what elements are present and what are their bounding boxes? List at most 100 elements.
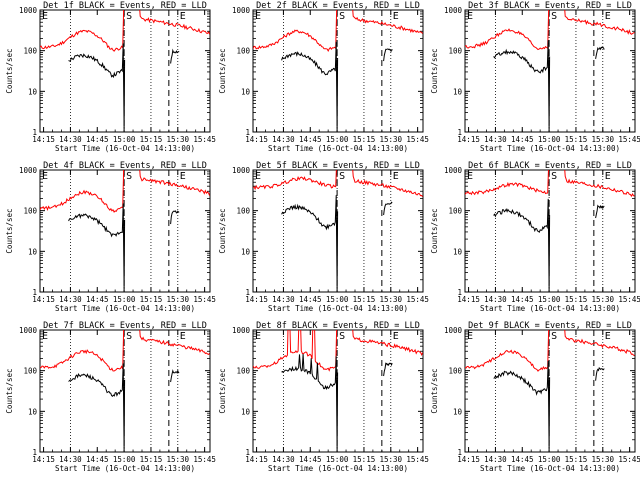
- x-tick-label: 14:15: [245, 295, 268, 304]
- time-marker-label: E: [393, 331, 399, 342]
- y-tick-label: 10: [453, 87, 463, 96]
- chart-panel-2: Det 2f BLACK = Events, RED = LLD Counts/s…: [218, 1, 429, 153]
- y-axis-label: Counts/sec: [5, 208, 14, 253]
- events-series-line: [493, 40, 551, 129]
- lld-series-line: [465, 170, 549, 196]
- y-tick-label: 1: [245, 288, 250, 297]
- y-tick-label: 100: [448, 207, 462, 216]
- chart-panel-4: Det 4f BLACK = Events, RED = LLD Counts/s…: [5, 161, 216, 313]
- y-axis-label: Counts/sec: [430, 368, 439, 413]
- x-axis-label: Start Time (16-Oct-04 14:13:00): [480, 144, 620, 153]
- x-tick-label: 14:15: [32, 295, 55, 304]
- x-tick-label: 15:00: [538, 455, 561, 464]
- x-tick-label: 15:30: [380, 295, 403, 304]
- y-tick-label: 1: [457, 128, 462, 137]
- y-tick-label: 10: [241, 87, 251, 96]
- chart-panel-6: Det 6f BLACK = Events, RED = LLD Counts/s…: [430, 161, 640, 313]
- chart-title: Det 4f BLACK = Events, RED = LLD: [43, 161, 207, 171]
- time-marker-label: S: [126, 171, 132, 182]
- y-tick-label: 10: [453, 407, 463, 416]
- y-axis-label: Counts/sec: [218, 208, 227, 253]
- plot-frame: [39, 9, 211, 133]
- y-tick-label: 10: [28, 407, 38, 416]
- time-marker-label: E: [255, 11, 261, 22]
- x-tick-label: 14:45: [86, 455, 109, 464]
- x-tick-label: 15:15: [353, 135, 376, 144]
- x-tick-label: 14:45: [86, 295, 109, 304]
- lld-series-line: [465, 10, 550, 51]
- lld-series-line: [139, 330, 210, 355]
- x-axis-label: Start Time (16-Oct-04 14:13:00): [268, 464, 408, 473]
- events-series-line: [68, 43, 126, 129]
- x-tick-label: 15:45: [406, 135, 429, 144]
- events-series-line: [281, 353, 339, 449]
- x-tick-label: 15:15: [565, 455, 588, 464]
- x-tick-label: 15:15: [140, 295, 163, 304]
- y-tick-label: 1000: [232, 326, 251, 335]
- time-marker-label: E: [180, 11, 186, 22]
- x-tick-label: 15:00: [113, 135, 136, 144]
- time-marker-label: E: [42, 171, 48, 182]
- y-tick-label: 1: [245, 128, 250, 137]
- x-tick-label: 14:45: [86, 135, 109, 144]
- x-tick-label: 15:15: [565, 135, 588, 144]
- x-tick-label: 14:45: [511, 135, 534, 144]
- events-series-line: [595, 366, 605, 381]
- x-axis-label: Start Time (16-Oct-04 14:13:00): [268, 144, 408, 153]
- y-tick-label: 1000: [444, 326, 463, 335]
- y-tick-label: 1000: [232, 166, 251, 175]
- time-marker-label: S: [339, 11, 345, 22]
- x-tick-label: 15:45: [406, 295, 429, 304]
- y-axis-label: Counts/sec: [430, 208, 439, 253]
- time-marker-label: E: [393, 171, 399, 182]
- y-tick-label: 100: [236, 207, 250, 216]
- y-tick-label: 1000: [19, 166, 38, 175]
- y-tick-label: 1000: [19, 6, 38, 15]
- x-tick-label: 14:30: [272, 455, 295, 464]
- y-tick-label: 10: [28, 87, 38, 96]
- x-axis-label: Start Time (16-Oct-04 14:13:00): [480, 304, 620, 313]
- x-tick-label: 14:30: [484, 455, 507, 464]
- lld-series-line: [139, 10, 210, 35]
- y-tick-label: 1000: [444, 166, 463, 175]
- y-axis-label: Counts/sec: [218, 48, 227, 93]
- x-tick-label: 15:45: [193, 455, 216, 464]
- x-tick-label: 15:45: [406, 455, 429, 464]
- y-tick-label: 100: [23, 207, 37, 216]
- time-marker-label: E: [605, 331, 611, 342]
- time-marker-label: E: [180, 171, 186, 182]
- events-series-line: [170, 48, 180, 64]
- chart-title: Det 1f BLACK = Events, RED = LLD: [43, 1, 207, 11]
- x-tick-label: 14:15: [245, 455, 268, 464]
- lld-series-line: [253, 10, 338, 52]
- events-series-line: [493, 198, 551, 289]
- x-tick-label: 14:15: [457, 135, 480, 144]
- x-tick-label: 14:30: [272, 135, 295, 144]
- x-tick-label: 15:15: [353, 295, 376, 304]
- x-tick-label: 15:15: [353, 455, 376, 464]
- y-tick-label: 10: [241, 247, 251, 256]
- y-tick-label: 100: [23, 47, 37, 56]
- time-marker-label: E: [42, 331, 48, 342]
- plot-frame: [464, 9, 636, 133]
- x-tick-label: 14:45: [511, 455, 534, 464]
- x-tick-label: 15:45: [193, 135, 216, 144]
- time-marker-label: E: [180, 331, 186, 342]
- chart-panel-5: Det 5f BLACK = Events, RED = LLD Counts/s…: [218, 161, 429, 313]
- x-tick-label: 15:00: [538, 135, 561, 144]
- lld-series-line: [564, 10, 635, 35]
- x-tick-label: 14:30: [484, 295, 507, 304]
- x-tick-label: 15:00: [113, 455, 136, 464]
- chart-title: Det 8f BLACK = Events, RED = LLD: [256, 321, 420, 331]
- y-tick-label: 1000: [444, 6, 463, 15]
- time-marker-label: S: [339, 171, 345, 182]
- x-tick-label: 15:30: [167, 295, 190, 304]
- time-marker-label: S: [551, 331, 557, 342]
- chart-title: Det 5f BLACK = Events, RED = LLD: [256, 161, 420, 171]
- y-tick-label: 100: [448, 47, 462, 56]
- lld-series-line: [465, 330, 550, 372]
- x-tick-label: 15:45: [618, 295, 640, 304]
- lld-series-line: [352, 10, 423, 34]
- chart-title: Det 9f BLACK = Events, RED = LLD: [468, 321, 632, 331]
